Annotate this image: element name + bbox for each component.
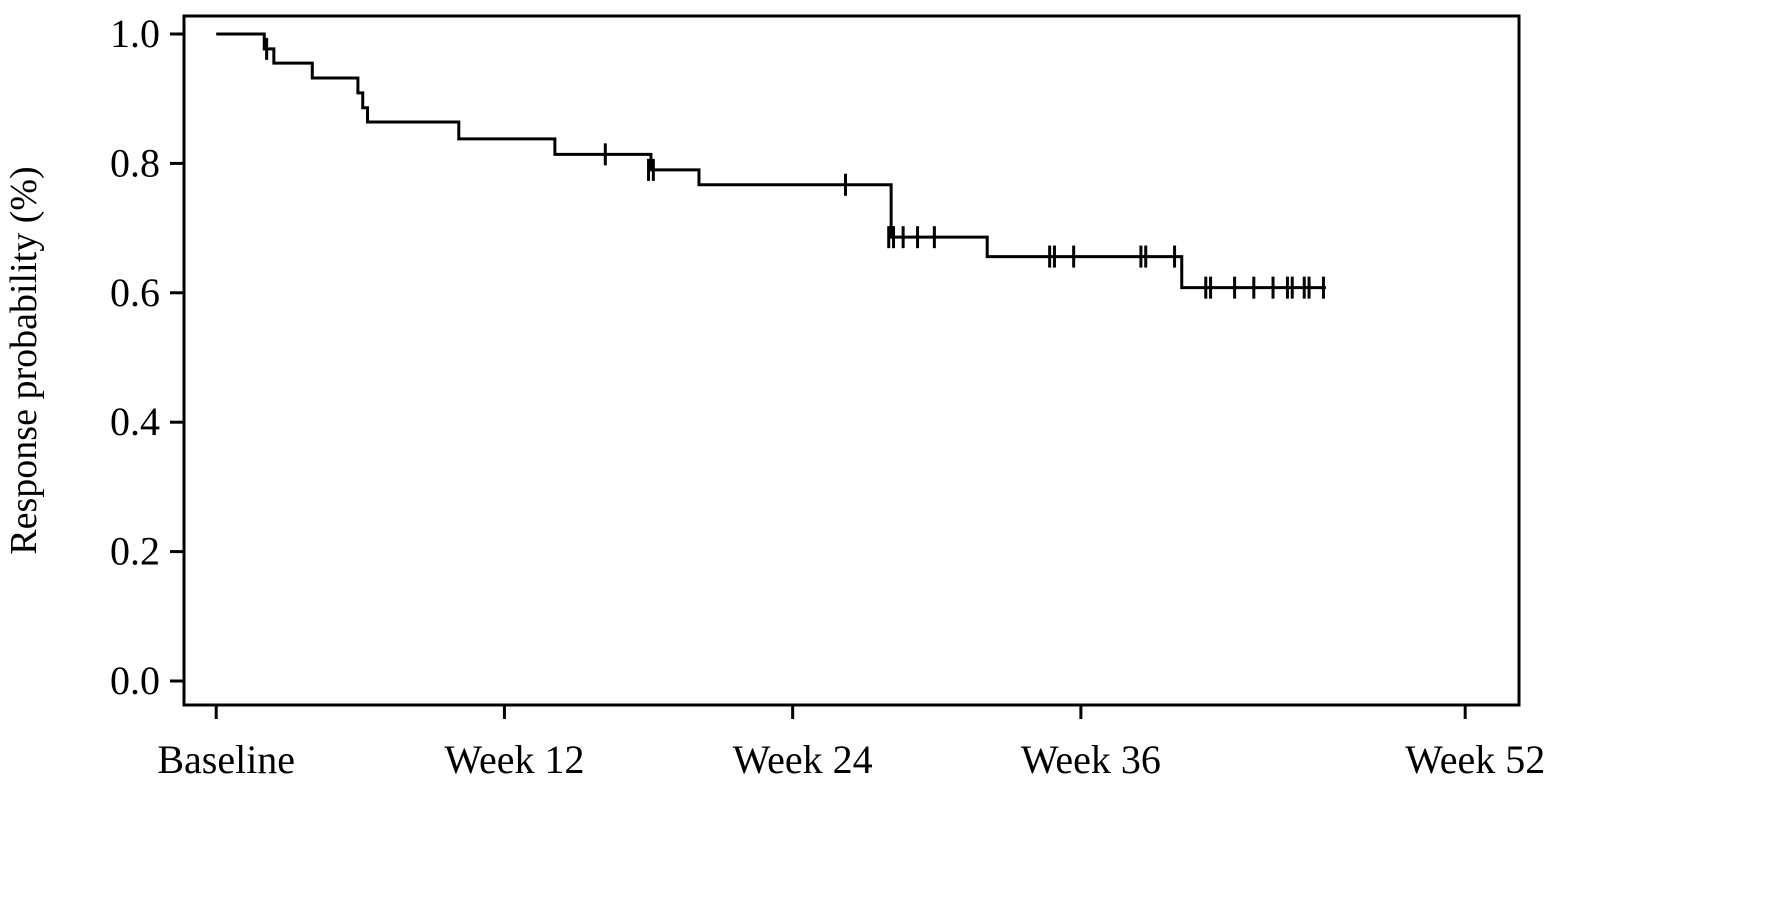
- x-tick-label: Week 36: [1021, 737, 1161, 782]
- x-tick-label: Week 52: [1405, 737, 1545, 782]
- x-tick-label: Week 12: [444, 737, 584, 782]
- series-layer: [216, 32, 1326, 299]
- plot-frame: [182, 14, 1521, 707]
- y-axis: 0.0 0.2 0.4 0.6 0.8 1.0: [110, 11, 184, 703]
- y-tick-label: 1.0: [110, 11, 160, 56]
- y-axis-title: Response probability (%): [3, 166, 45, 554]
- x-axis: Baseline Week 12 Week 24 Week 36 Week 52: [157, 705, 1545, 782]
- y-tick-label: 0.8: [110, 140, 160, 185]
- y-tick-label: 0.4: [110, 399, 160, 444]
- x-tick-label: Baseline: [157, 737, 295, 782]
- y-tick-label: 0.2: [110, 529, 160, 574]
- y-tick-label: 0.6: [110, 270, 160, 315]
- x-tick-label: Week 24: [733, 737, 873, 782]
- survival-step-line: [216, 32, 1326, 290]
- y-tick-label: 0.0: [110, 658, 160, 703]
